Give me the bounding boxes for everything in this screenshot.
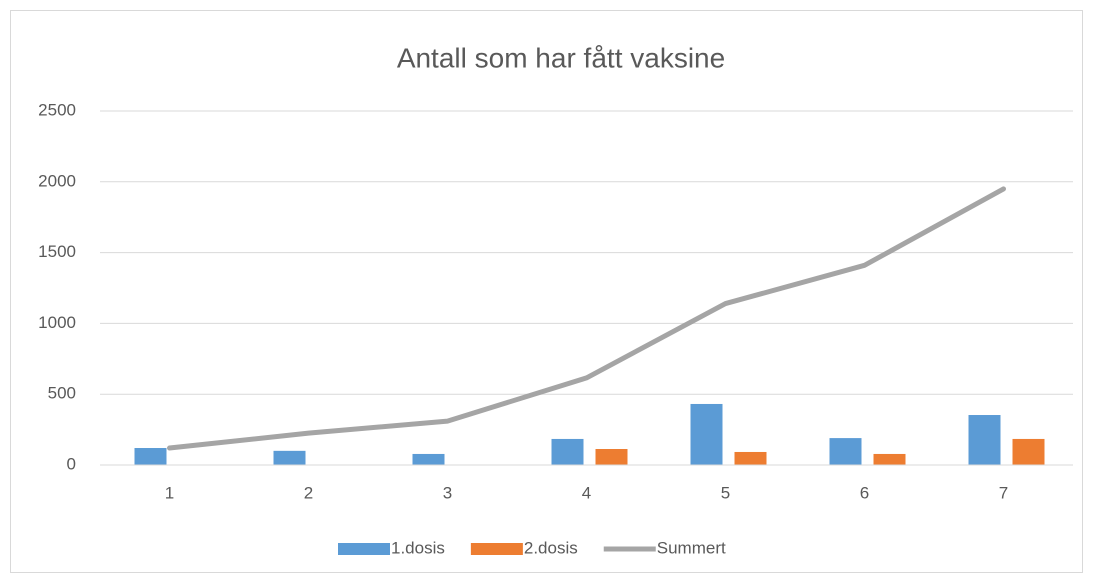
x-tick-label: 1 [165, 483, 174, 502]
x-tick-label: 5 [721, 483, 730, 502]
legend-label: Summert [657, 538, 726, 557]
bar [412, 453, 445, 465]
y-tick-label: 2000 [38, 171, 76, 190]
y-tick-label: 0 [67, 454, 76, 473]
y-tick-label: 500 [48, 384, 76, 403]
y-tick-label: 1500 [38, 242, 76, 261]
legend-swatch [470, 543, 523, 555]
bar [873, 453, 906, 465]
legend-swatch [338, 543, 390, 555]
bar [829, 438, 862, 465]
bar [134, 448, 167, 465]
legend-label: 1.dosis [391, 538, 445, 557]
chart-title: Antall som har fått vaksine [397, 42, 725, 73]
line [167, 186, 1006, 451]
chart-border [10, 10, 1083, 573]
bar [690, 403, 723, 465]
legend-label: 2.dosis [524, 538, 578, 557]
bar [273, 450, 306, 465]
bar [551, 438, 584, 465]
x-tick-label: 6 [860, 483, 869, 502]
x-tick-label: 7 [999, 483, 1008, 502]
y-tick-label: 1000 [38, 313, 76, 332]
x-tick-label: 4 [582, 483, 591, 502]
bar [595, 448, 628, 465]
y-tick-label: 2500 [38, 100, 76, 119]
bar [1012, 438, 1045, 465]
bar [968, 415, 1001, 465]
bar [734, 451, 767, 465]
x-tick-label: 2 [304, 483, 313, 502]
x-tick-label: 3 [443, 483, 452, 502]
